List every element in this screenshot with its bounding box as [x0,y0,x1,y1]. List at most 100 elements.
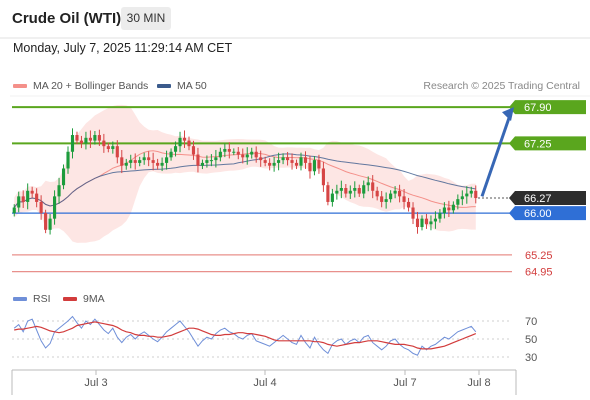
candle-body [156,162,160,166]
candle-body [182,137,187,141]
rsi-tick-30: 30 [525,352,537,364]
candle-body [317,160,321,169]
legend-bollinger: MA 20 + Bollinger Bands [13,80,148,92]
legend-bollinger-label: MA 20 + Bollinger Bands [33,80,149,92]
candle-body [241,154,245,158]
legend-rsi: RSI [13,293,51,305]
forecast-arrow-head [502,107,514,122]
candle-body [160,162,164,166]
candle-body [375,190,379,197]
candle-body [321,168,325,186]
candle-body [469,190,473,194]
candle-body [344,188,348,194]
candle-body [39,201,43,214]
candle-body [438,213,442,219]
candle-body [35,193,39,202]
candle-body [106,146,110,149]
candle-body [169,151,173,158]
candle-body [52,196,57,219]
candle-body [133,160,137,163]
candle-body [209,160,213,162]
legend-rsi-label: RSI [33,293,51,305]
candle-body [97,135,101,141]
legend-rsi-swatch [13,297,27,301]
candle-body [259,157,263,161]
candle-body [254,151,258,158]
x-label-Jul-8: Jul 8 [467,377,490,389]
candle-body [362,185,366,194]
candle-body [294,162,299,166]
candle-body [398,190,402,197]
candle-body [460,196,464,200]
candle-body [120,157,124,166]
candle-body [420,218,424,228]
candle-body [263,160,267,163]
candle-body [268,162,272,166]
candle-body [389,193,393,200]
candle-body [200,162,205,166]
level-label-65.25: 65.25 [525,250,553,262]
timeframe-badge[interactable]: 30 MIN [121,7,171,30]
candle-body [380,196,384,202]
level-label-67.90: 67.90 [524,102,552,114]
rsi-tick-70: 70 [525,316,537,328]
x-label-Jul-7: Jul 7 [393,377,416,389]
candle-body [84,137,88,144]
forecast-arrow-shaft [480,114,512,197]
candle-body [44,213,48,230]
legend-bollinger-swatch [13,84,27,88]
candle-body [102,140,106,147]
candle-body [411,207,415,219]
candle-body [142,157,146,161]
candle-body [245,154,249,158]
candle-body [79,140,84,144]
chart-header: Crude Oil (WTI) 30 MIN [0,0,590,38]
candle-body [165,157,169,163]
candle-body [429,221,433,225]
candle-body [30,190,34,194]
candle-body [147,157,151,161]
level-tag-67.25 [509,136,586,151]
candle-body [326,185,330,202]
level-tag-67.90 [509,100,586,115]
candle-body [223,148,227,152]
candle-body [371,182,375,191]
candle-body [26,190,30,202]
candle-body [393,190,397,194]
bollinger-band [14,104,476,243]
level-label-66.00: 66.00 [524,208,552,220]
candle-body [272,162,276,166]
current-price-label: 66.27 [524,193,552,205]
candle-body [339,188,343,191]
candle-body [187,140,191,147]
candle-body [138,160,142,163]
candle-body [330,193,334,202]
candle-body [191,146,196,155]
instrument-title: Crude Oil (WTI) [12,10,122,27]
legend-ma50-label: MA 50 [177,80,207,92]
candle-body [196,154,200,166]
candle-body [61,168,66,186]
candle-body [218,151,222,158]
legend-rsi-ma-label: 9MA [83,293,105,305]
candle-body [57,185,61,197]
candle-body [12,207,16,214]
source-label: Research © 2025 Trading Central [423,80,580,92]
current-price-tag [509,191,586,206]
candle-body [236,151,240,155]
candle-body [433,218,438,222]
candle-body [384,199,388,202]
candle-body [232,151,236,153]
candle-body [70,135,75,152]
candle-body [290,160,294,163]
candle-body [129,160,133,163]
level-tag-66.00 [509,206,586,221]
x-label-Jul-4: Jul 4 [253,377,276,389]
legend-ma50-swatch [157,84,171,88]
x-label-Jul-3: Jul 3 [84,377,107,389]
candle-body [406,201,411,208]
level-label-67.25: 67.25 [524,138,552,150]
candle-body [335,190,339,194]
candle-body [151,160,155,163]
